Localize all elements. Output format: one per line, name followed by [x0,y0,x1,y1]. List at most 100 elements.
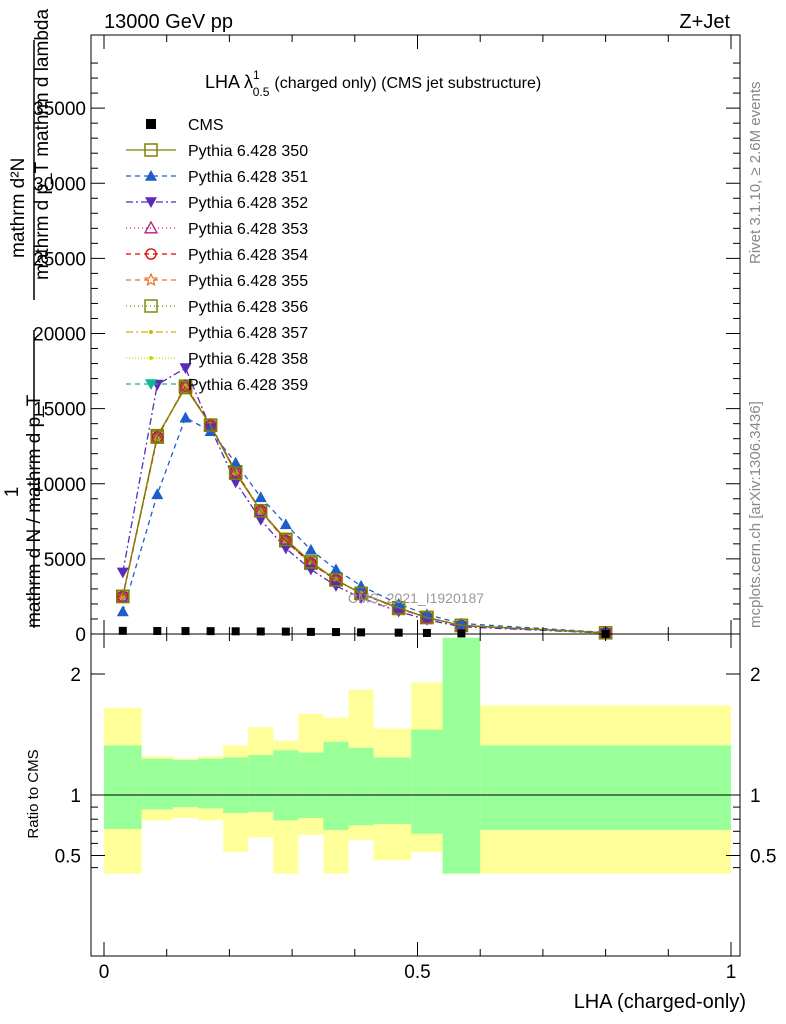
legend-marker [144,143,158,157]
green-uncertainty-band-bin [298,752,324,818]
green-uncertainty-band-bin [323,741,349,831]
series-cms [118,626,610,638]
series-point [179,363,192,375]
ratio-ytick-label-right: 0.5 [750,847,776,868]
green-uncertainty-band-bin [348,747,374,826]
series-point [391,600,406,615]
legend-entry: CMS [146,117,224,134]
xtick-label: 0 [99,962,110,983]
series-point [420,610,434,625]
svg-text:LHA λ10.5(charged only) (CMS j: LHA λ1 0.5 (charged only) (CMS jet substru… [205,68,541,99]
series-point [178,378,193,392]
mcplots-label: mcplots.cern.ch [arXiv:1306.3436] [747,401,764,628]
series-point [179,411,192,423]
series-point [304,555,318,569]
legend-entry: Pythia 6.428 354 [126,247,308,264]
legend-marker [144,299,158,313]
process-label: Z+Jet [679,11,730,33]
ratio-ytick-label: 1 [70,786,81,807]
series-point [329,573,343,587]
legend-marker [149,356,153,360]
legend-label: Pythia 6.428 359 [188,377,308,394]
main-ytick-label: 15000 [33,400,86,421]
ratio-ytick-label: 0.5 [55,847,81,868]
series-point [178,380,193,395]
ylabel-mid: mathrm d p_T mathrm d lambda [32,9,53,280]
green-uncertainty-band-bin [104,745,142,829]
series-point [355,593,368,604]
main-ytick-label: 5000 [44,550,86,571]
main-y-axis-label: mathrm d²N mathrm d p_T mathrm d lambda … [2,9,53,628]
ratio-plot-content [91,637,740,874]
legend-marker [149,330,153,334]
series-pythia-6-428-350 [116,380,613,640]
green-uncertainty-band-bin [223,757,249,814]
main-ytick-label: 25000 [33,249,86,270]
green-uncertainty-band-bin [373,757,412,825]
series-point [254,504,268,518]
series-point [151,488,164,500]
legend-marker [143,220,159,234]
main-ytick-label: 35000 [33,99,86,120]
xtick-label: 0.5 [404,962,430,983]
legend-marker [146,119,156,129]
legend-marker [145,197,157,208]
cms-point [422,628,431,637]
cms-point [331,628,340,637]
legend-entry: Pythia 6.428 351 [126,169,308,186]
legend-entry: Pythia 6.428 358 [126,351,308,368]
green-uncertainty-band-bin [273,750,299,821]
cms-point [181,627,190,636]
ratio-plot-panel: 0.5 0.51 12 2 0 0.5 1 [55,633,776,983]
plot-title: LHA λ1 0.5 (charged only) (CMS jet substru… [205,68,541,99]
series-point [279,532,293,547]
green-uncertainty-band-bin [198,758,224,809]
legend-entry: Pythia 6.428 350 [126,143,308,160]
green-uncertainty-band-bin [248,755,274,812]
series-point [228,466,243,480]
cms-point [306,627,315,636]
main-ytick-label: 0 [75,625,86,646]
ratio-ytick-label-right: 1 [750,786,761,807]
ratio-x-axis: 0 0.5 1 [99,634,737,983]
main-plot-content [115,363,613,640]
legend-label: Pythia 6.428 357 [188,325,308,342]
series-point [116,589,130,604]
series-point [254,515,267,526]
legend-marker [143,272,159,287]
cms-point [153,626,162,635]
green-uncertainty-band-bin [442,637,481,874]
series-point [329,563,342,575]
series-point [229,456,242,468]
ratio-y-axis: 0.5 0.5 1 1 2 2 [55,665,776,869]
legend-entry: Pythia 6.428 355 [126,272,308,290]
main-y-axis: 0 5000 10000 15000 20000 25000 30000 35000 [33,62,740,646]
plot-title-sub: 0.5 [253,85,270,99]
legend-label: Pythia 6.428 354 [188,247,308,264]
ylabel-top: mathrm d²N [8,158,29,258]
legend-label: Pythia 6.428 358 [188,351,308,368]
cms-point [394,628,403,637]
green-uncertainty-band-bin [480,745,731,831]
series-point [115,589,130,602]
legend-label: Pythia 6.428 351 [188,169,308,186]
legend-label: Pythia 6.428 350 [188,143,308,160]
series-point [116,605,129,617]
ratio-ytick-label-right: 2 [750,665,761,686]
green-uncertainty-band-bin [141,758,173,810]
legend-label: CMS [188,117,224,134]
cms-point [256,627,265,636]
plot-title-main: LHA λ [205,72,253,92]
series-point [304,543,317,555]
main-ytick-label: 20000 [33,325,86,346]
xtick-label: 1 [726,962,737,983]
ratio-ytick-label: 2 [70,665,81,686]
legend-marker [145,379,157,390]
legend-label: Pythia 6.428 356 [188,299,308,316]
collision-energy-label: 13000 GeV pp [104,11,233,33]
plot-title-sup: 1 [253,68,260,82]
cms-point [457,629,466,638]
ylabel-bottom: mathrm d N / mathrm d p_T [24,394,45,628]
series-point [279,543,292,555]
